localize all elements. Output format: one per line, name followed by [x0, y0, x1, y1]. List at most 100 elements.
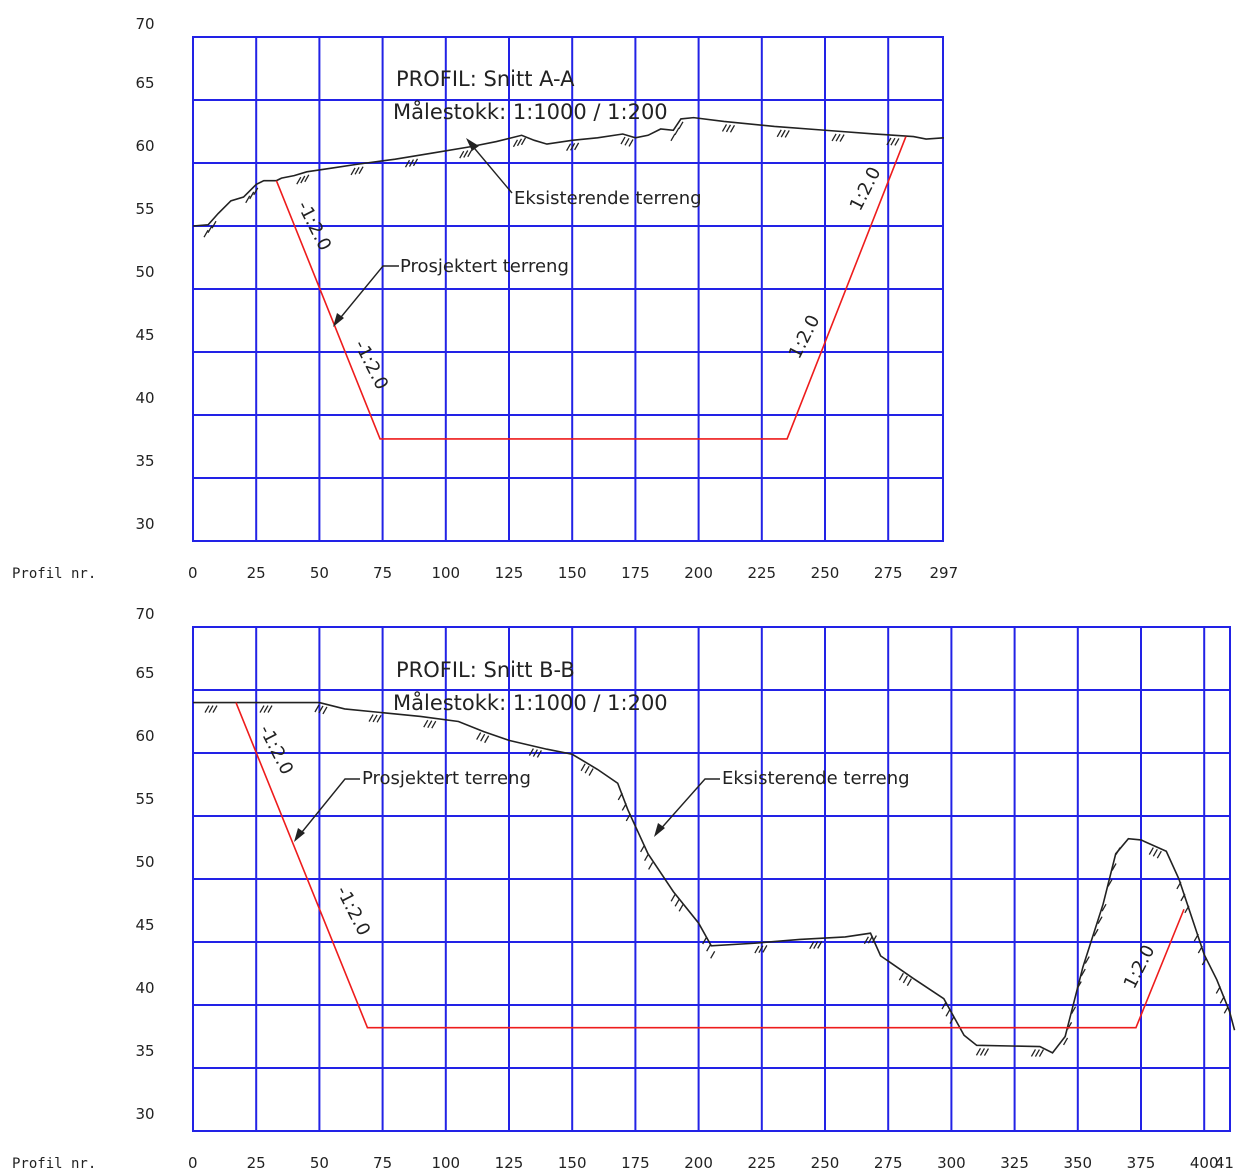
terrain-hatch-mark	[644, 853, 650, 861]
terrain-hatch-mark	[902, 975, 908, 984]
terrain-hatch-mark	[725, 124, 732, 133]
grid-a	[192, 36, 944, 542]
x-tick-label: 125	[495, 1154, 524, 1172]
terrain-hatch-mark	[621, 803, 627, 811]
terrain-hatch-mark	[941, 1001, 947, 1010]
terrain-hatch-mark	[628, 139, 634, 147]
terrain-hatch-mark	[706, 943, 712, 952]
y-tick-label: 60	[135, 137, 154, 155]
terrain-hatch-mark	[423, 719, 429, 728]
x-tick-label: 25	[247, 1154, 266, 1172]
terrain-hatch-mark	[729, 124, 736, 133]
x-tick-label: 0	[188, 1154, 198, 1172]
terrain-hatch-mark	[245, 195, 251, 204]
terrain-hatch-mark	[945, 1008, 951, 1017]
terrain-hatch-mark	[1062, 1037, 1069, 1046]
terrain-hatch-mark	[702, 936, 708, 945]
terrain-hatch-mark	[516, 138, 523, 147]
existing-terrain-leader-a	[469, 142, 513, 194]
terrain-hatch-mark	[1070, 1006, 1077, 1014]
x-tick-label: 275	[874, 1154, 903, 1172]
designed-terrain-label-a: Prosjektert terreng	[400, 256, 569, 277]
y-tick-label: 55	[135, 790, 154, 808]
terrain-hatch-mark	[871, 935, 877, 943]
row-label-profile-b: Profil nr.	[12, 1156, 96, 1172]
terrain-hatch-mark	[1076, 981, 1082, 989]
terrain-hatch-mark	[459, 150, 465, 159]
terrain-hatch-mark	[463, 150, 469, 158]
terrain-hatch-mark	[484, 735, 490, 744]
terrain-hatch-mark	[566, 143, 572, 152]
x-tick-label: 100	[431, 1154, 460, 1172]
terrain-hatch-mark	[350, 167, 356, 176]
terrain-hatch-mark	[863, 936, 869, 945]
y-tick-label: 55	[135, 200, 154, 218]
terrain-hatch-mark	[296, 176, 302, 185]
terrain-hatch-mark	[670, 894, 676, 902]
terrain-hatch-mark	[431, 720, 437, 729]
terrain-hatch-mark	[867, 935, 873, 944]
y-tick-label: 40	[135, 389, 154, 407]
slope-label-b-1: -1:2.0	[255, 722, 298, 778]
terrain-hatch-mark	[263, 705, 269, 713]
slope-label-a-4: 1:2.0	[846, 164, 886, 215]
terrain-hatch-mark	[721, 124, 728, 132]
terrain-hatch-mark	[678, 121, 684, 130]
terrain-hatch-mark	[776, 129, 782, 138]
y-tick-label: 50	[135, 263, 154, 281]
y-tick-label: 65	[135, 664, 154, 682]
x-tick-label: 150	[558, 1154, 587, 1172]
designed-terrain-label-b: Prosjektert terreng	[362, 768, 531, 789]
y-tick-label: 50	[135, 853, 154, 871]
x-tick-label: 175	[621, 1154, 650, 1172]
profile-title-b: PROFIL: Snitt B-B	[396, 658, 575, 682]
terrain-hatch-mark	[906, 978, 912, 987]
existing-terrain-label-a: Eksisterende terreng	[514, 188, 702, 209]
x-tick-label: 50	[310, 564, 329, 582]
terrain-hatch-mark	[528, 748, 534, 756]
x-tick-label: 325	[1000, 1154, 1029, 1172]
terrain-hatch-mark	[1101, 903, 1107, 912]
terrain-hatch-mark	[1148, 847, 1154, 855]
terrain-hatch-mark	[620, 136, 626, 145]
terrain-hatch-mark	[710, 951, 716, 959]
terrain-hatch-mark	[1193, 933, 1199, 942]
terrain-hatch-mark	[831, 133, 837, 142]
terrain-hatching-a	[203, 121, 900, 238]
x-tick-label: 400	[1190, 1154, 1219, 1172]
terrain-hatch-mark	[314, 704, 320, 713]
x-tick-label: 375	[1127, 1154, 1156, 1172]
terrain-hatch-mark	[983, 1048, 990, 1056]
terrain-hatch-mark	[580, 763, 586, 772]
terrain-hatch-mark	[1080, 968, 1086, 977]
profile-section-b: 30 35 40 45 50 55 60 65 70 0 25 50 75 100 125 150 175 20…	[135, 605, 1236, 1172]
designed-terrain-arrowhead-b	[294, 828, 305, 842]
terrain-hatch-mark	[617, 792, 623, 801]
slope-label-b-2: -1:2.0	[332, 883, 375, 939]
y-tick-label: 60	[135, 727, 154, 745]
terrain-hatch-mark	[1215, 986, 1221, 994]
scale-label-b: Målestokk: 1:1000 / 1:200	[393, 690, 668, 715]
terrain-hatch-mark	[625, 813, 631, 822]
terrain-hatch-mark	[674, 899, 680, 907]
x-tick-label: 0	[188, 564, 198, 582]
terrain-hatch-mark	[304, 174, 310, 183]
terrain-hatch-mark	[1152, 849, 1158, 857]
terrain-hatch-mark	[784, 130, 790, 138]
row-label-profile-a: Profil nr.	[12, 566, 96, 582]
x-tick-label: 150	[558, 564, 587, 582]
terrain-hatch-mark	[762, 945, 768, 953]
terrain-hatch-mark	[376, 715, 382, 723]
scale-label-a: Målestokk: 1:1000 / 1:200	[393, 99, 668, 124]
terrain-hatch-mark	[1219, 996, 1225, 1004]
terrain-hatch-mark	[480, 733, 486, 742]
terrain-hatch-mark	[758, 945, 764, 954]
terrain-hatch-mark	[203, 229, 209, 238]
y-tick-label: 40	[135, 979, 154, 997]
terrain-hatch-mark	[476, 732, 482, 740]
existing-terrain-arrowhead-b	[654, 823, 665, 837]
y-tick-label: 70	[135, 15, 154, 33]
terrain-hatch-mark	[211, 220, 217, 229]
x-tick-label: 100	[431, 564, 460, 582]
